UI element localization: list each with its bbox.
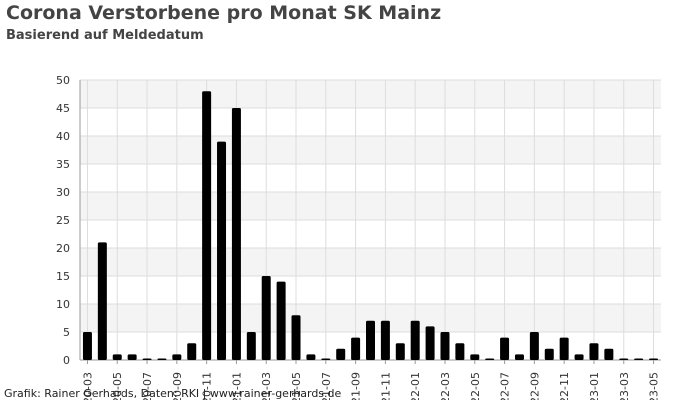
x-tick-label: 2021-07 bbox=[320, 372, 333, 400]
bar bbox=[574, 354, 584, 360]
bar bbox=[142, 358, 152, 360]
bar bbox=[604, 348, 614, 360]
y-tick-label: 15 bbox=[56, 270, 70, 283]
plot-area: 0 5 10 15 20 25 30 35 40 45 50 2020-03 2020-05 2020-0… bbox=[56, 74, 661, 400]
bar bbox=[529, 332, 539, 360]
footer: Grafik: Rainer Gerhards, Daten: RKI | ww… bbox=[4, 387, 342, 400]
bar bbox=[336, 348, 346, 360]
bar bbox=[157, 358, 167, 360]
bar bbox=[112, 354, 122, 360]
x-tick-label: 2021-11 bbox=[379, 372, 392, 400]
x-tick-label: 2022-03 bbox=[439, 372, 452, 400]
bar bbox=[380, 320, 390, 360]
bar bbox=[500, 337, 510, 360]
bar bbox=[649, 358, 659, 360]
bar bbox=[97, 242, 107, 360]
x-tick-label: 2022-07 bbox=[499, 372, 512, 400]
x-tick-label: 2022-01 bbox=[409, 372, 422, 400]
grid-band bbox=[80, 136, 661, 164]
bar bbox=[321, 358, 331, 360]
bar bbox=[455, 343, 465, 360]
bar bbox=[82, 332, 92, 360]
bar bbox=[485, 358, 495, 360]
x-tick-label: 2020-11 bbox=[201, 372, 214, 400]
y-tick-label: 25 bbox=[56, 214, 70, 227]
bar bbox=[172, 354, 182, 360]
bar bbox=[276, 281, 286, 360]
x-tick-label: 2020-03 bbox=[81, 372, 94, 400]
bar bbox=[366, 320, 375, 360]
y-tick-label: 30 bbox=[56, 186, 70, 199]
bar bbox=[619, 358, 629, 360]
x-tick-label: 2020-09 bbox=[171, 372, 184, 400]
y-tick-label: 45 bbox=[56, 102, 70, 115]
bar bbox=[231, 108, 241, 360]
y-tick-label: 0 bbox=[63, 354, 70, 367]
bar bbox=[217, 141, 227, 360]
bar bbox=[291, 315, 301, 360]
x-tick-label: 2021-01 bbox=[230, 372, 243, 400]
bar bbox=[395, 343, 405, 360]
bar bbox=[410, 320, 420, 360]
grid-band bbox=[80, 248, 661, 276]
chart-title: Corona Verstorbene pro Monat SK Mainz bbox=[6, 2, 441, 24]
y-tick-label: 10 bbox=[56, 298, 70, 311]
bar bbox=[127, 354, 137, 360]
bar bbox=[470, 354, 480, 360]
bar bbox=[202, 91, 212, 360]
bar bbox=[351, 337, 361, 360]
chart-subtitle: Basierend auf Meldedatum bbox=[6, 28, 204, 43]
x-tick-label: 2021-09 bbox=[350, 372, 363, 400]
y-tick-label: 20 bbox=[56, 242, 70, 255]
bar bbox=[440, 332, 450, 360]
y-tick-label: 5 bbox=[63, 326, 70, 339]
grid-band bbox=[80, 80, 661, 108]
y-tick-label: 50 bbox=[56, 74, 70, 87]
bar bbox=[261, 276, 271, 360]
x-tick-label: 2023-05 bbox=[648, 372, 661, 400]
x-tick-label: 2023-01 bbox=[588, 372, 601, 400]
x-tick-label: 2021-03 bbox=[260, 372, 273, 400]
bar bbox=[559, 337, 569, 360]
bar bbox=[246, 332, 256, 360]
bar bbox=[634, 358, 644, 360]
x-tick-label: 2020-07 bbox=[141, 372, 154, 400]
bar bbox=[306, 354, 316, 360]
x-tick-label: 2023-03 bbox=[618, 372, 631, 400]
bar bbox=[425, 326, 435, 360]
bar bbox=[514, 354, 524, 360]
x-tick-label: 2022-05 bbox=[469, 372, 482, 400]
bar bbox=[187, 343, 197, 360]
x-tick-label: 2021-05 bbox=[290, 372, 303, 400]
grid-band bbox=[80, 192, 661, 220]
bar bbox=[589, 343, 599, 360]
y-tick-label: 35 bbox=[56, 158, 70, 171]
x-tick-label: 2020-05 bbox=[111, 372, 124, 400]
x-tick-label: 2022-09 bbox=[528, 372, 541, 400]
y-tick-label: 40 bbox=[56, 130, 70, 143]
bar bbox=[544, 348, 554, 360]
x-tick-label: 2022-11 bbox=[558, 372, 571, 400]
